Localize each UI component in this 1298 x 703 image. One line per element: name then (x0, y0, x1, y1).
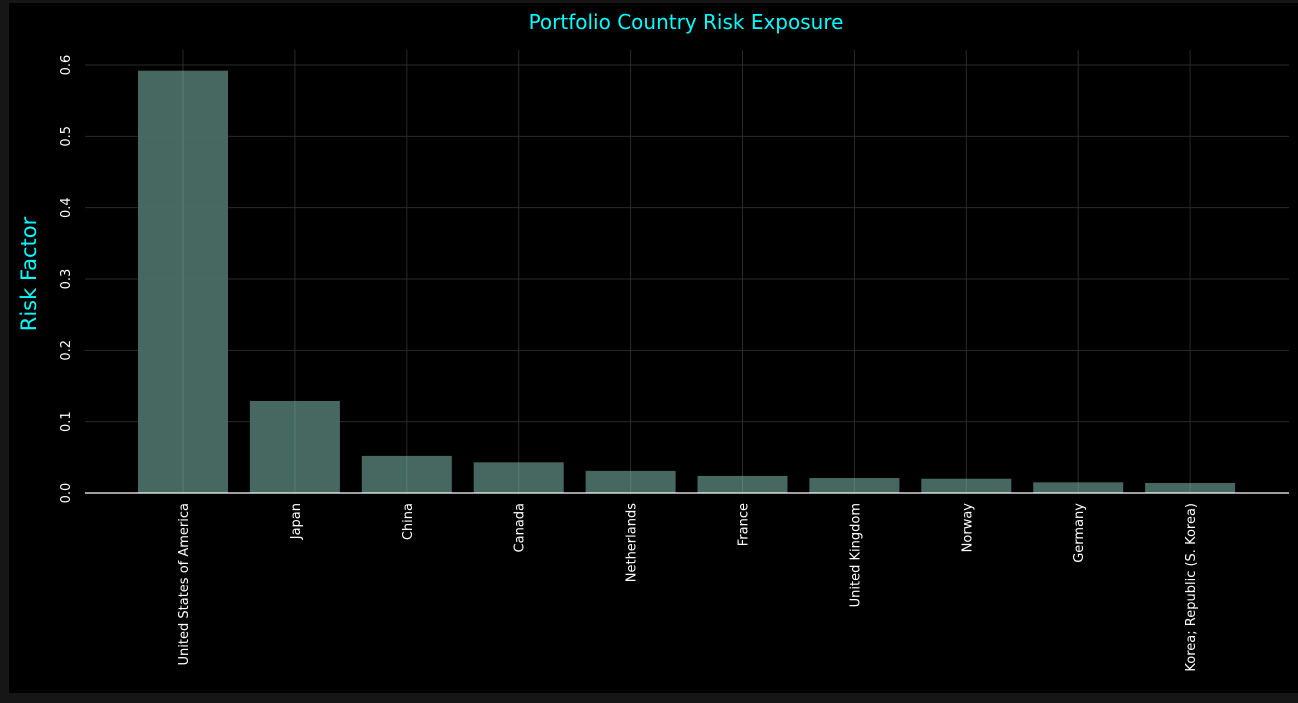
x-tick-label: Canada (513, 503, 528, 552)
x-tick-label: China (401, 503, 416, 540)
x-tick-label: Korea; Republic (S. Korea) (1184, 503, 1199, 672)
x-tick-label: Germany (1072, 503, 1087, 563)
x-tick-label: United States of America (177, 503, 192, 665)
figure: 0.0 0.1 0.2 0.3 0.4 0.5 0.6 United States of Am… (9, 3, 1298, 693)
y-tick-label: 0.1 (59, 411, 74, 432)
bar-chart: 0.0 0.1 0.2 0.3 0.4 0.5 0.6 United States of Am… (17, 10, 1289, 672)
x-tick-label: United Kingdom (848, 503, 863, 607)
y-tick-label: 0.0 (59, 483, 74, 504)
x-tick-label: Japan (289, 503, 304, 540)
y-tick-label: 0.2 (59, 340, 74, 361)
y-tick-label: 0.3 (59, 269, 74, 290)
y-tick-label: 0.5 (59, 126, 74, 147)
x-tick-label: France (737, 503, 752, 546)
y-tick-label: 0.4 (59, 197, 74, 218)
y-tick-label: 0.6 (59, 55, 74, 76)
chart-title: Portfolio Country Risk Exposure (529, 10, 844, 34)
x-tick-label: Netherlands (625, 503, 640, 582)
x-tick-label: Norway (960, 503, 975, 553)
y-axis-label: Risk Factor (17, 216, 41, 331)
